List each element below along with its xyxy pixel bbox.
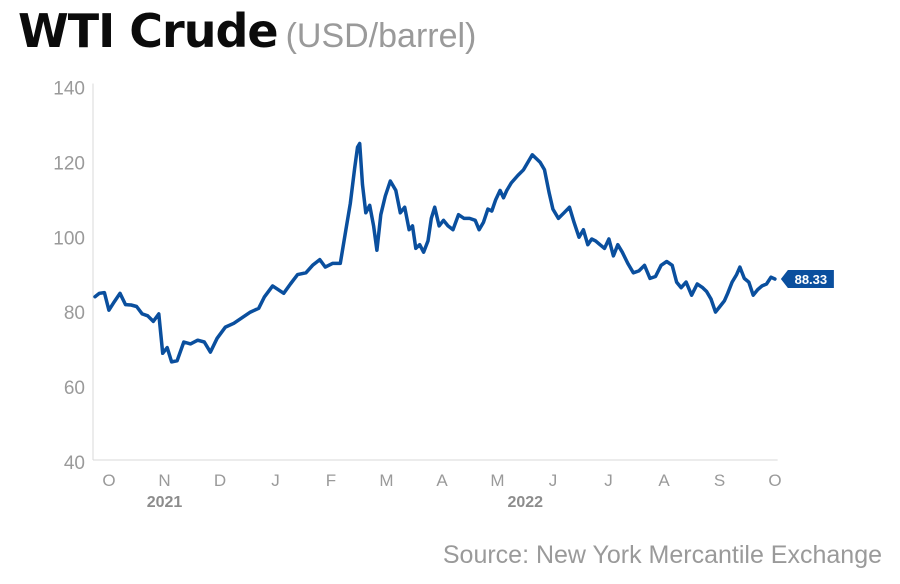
year-label: 2021 <box>147 494 183 511</box>
y-tick-label: 140 <box>53 79 85 100</box>
x-tick-label: J <box>549 471 558 490</box>
x-tick-label: D <box>214 471 226 490</box>
x-tick-label: S <box>714 471 725 490</box>
y-tick-label: 120 <box>53 153 85 174</box>
y-tick-label: 100 <box>53 228 85 249</box>
x-tick-label: A <box>658 471 670 490</box>
chart-header: WTI Crude (USD/barrel) <box>18 4 476 58</box>
y-tick-label: 80 <box>64 303 85 324</box>
x-tick-label: N <box>158 471 170 490</box>
source-note: Source: New York Mercantile Exchange <box>442 541 882 569</box>
end-value-badge <box>780 270 834 289</box>
x-tick-label: A <box>436 471 448 490</box>
y-tick-label: 60 <box>64 378 85 399</box>
x-tick-label: J <box>271 471 280 490</box>
y-tick-label: 40 <box>64 453 85 474</box>
x-tick-label: O <box>768 471 781 490</box>
chart-subtitle: (USD/barrel) <box>285 17 477 55</box>
x-tick-label: M <box>379 471 393 490</box>
year-label: 2022 <box>507 494 543 511</box>
series-line-wti <box>93 141 777 364</box>
x-tick-label: F <box>326 471 336 490</box>
x-tick-label: M <box>490 471 504 490</box>
chart-title: WTI Crude <box>18 4 279 58</box>
x-tick-label: J <box>604 471 613 490</box>
x-tick-label: O <box>102 471 115 490</box>
end-value-label: 88.33 <box>795 272 828 287</box>
